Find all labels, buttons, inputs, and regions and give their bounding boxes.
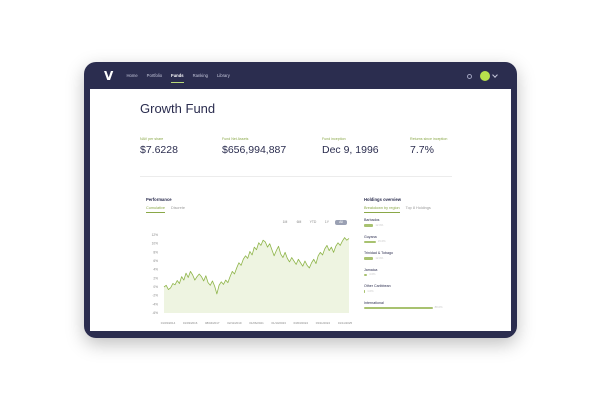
range-selector: 1M 6M YTD 1Y All — [277, 220, 347, 225]
x-tick-label: 03/03/2024 — [294, 321, 309, 325]
holding-bar — [364, 240, 376, 244]
y-tick-label: 2% — [153, 276, 158, 280]
holding-label: Trinidad & Tobago — [364, 251, 393, 255]
holding-bar — [364, 273, 368, 277]
holding-value: 15.0% — [377, 239, 386, 244]
stat-value: 7.7% — [410, 144, 434, 156]
range-all[interactable]: All — [335, 220, 347, 225]
tab-cumulative[interactable]: Cumulative — [146, 206, 165, 213]
holding-label: International — [364, 300, 384, 305]
holding-value: 12.0% — [375, 222, 384, 227]
nav-portfolio[interactable]: Portfolio — [146, 73, 163, 78]
holding-value: 4.0% — [369, 272, 376, 277]
nav-ranking[interactable]: Ranking — [192, 73, 208, 78]
holding-item: International 88.0% — [364, 301, 454, 318]
holding-value: 88.0% — [434, 305, 443, 310]
y-tick-label: 0% — [153, 285, 158, 289]
holding-bar-track: 88.0% — [364, 305, 454, 310]
holding-item: Guyana 15.0% — [364, 235, 454, 252]
x-tick-label: 03/11/2024 — [316, 321, 331, 325]
holding-bar — [364, 257, 374, 260]
holding-bar-track: 15.0% — [364, 239, 454, 244]
holding-bar — [364, 290, 366, 293]
holding-bar-track: 12.0% — [364, 255, 454, 261]
series-line — [163, 237, 350, 295]
holding-item: Trinidad & Tobago 12.0% — [364, 251, 454, 268]
x-tick-label: 02/11/2019 — [227, 321, 242, 325]
chevron-down-icon[interactable] — [492, 72, 498, 78]
x-tick-label: 01/03/2014 — [161, 321, 176, 325]
holding-value: 12.0% — [375, 255, 384, 260]
tab-top-8-holdings[interactable]: Top 8 Holdings — [405, 206, 431, 210]
holding-value: 1.0% — [367, 288, 374, 293]
y-tick-label: 10% — [152, 242, 159, 246]
y-tick-label: 4% — [153, 268, 158, 272]
range-1m[interactable]: 1M — [282, 220, 288, 224]
holding-item: Barbados 12.0% — [364, 218, 454, 235]
holding-bar-track: 4.0% — [364, 272, 454, 277]
nav-library[interactable]: Library — [216, 73, 230, 78]
area-fill — [164, 237, 349, 313]
stat-nav-per-share: NAV per share $7.6228 — [140, 137, 178, 156]
holding-label: Other Caribbean — [364, 284, 391, 288]
stat-returns-since-inception: Returns since inception 7.7% — [410, 137, 447, 156]
holding-bar — [364, 306, 433, 310]
holding-item: Other Caribbean 1.0% — [364, 284, 454, 301]
holding-item: Jamaica 4.0% — [364, 268, 454, 285]
stat-label: NAV per share — [140, 137, 164, 141]
range-ytd[interactable]: YTD — [309, 220, 317, 224]
x-tick-label: 01/03/2016 — [183, 321, 198, 325]
range-6m[interactable]: 6M — [296, 220, 302, 224]
avatar[interactable] — [480, 71, 490, 81]
device-frame: V Home Portfolio Funds Ranking Library G… — [84, 62, 517, 338]
page-content: Growth Fund NAV per share $7.6228 Fund N… — [90, 89, 511, 331]
y-tick-label: -4% — [152, 302, 158, 306]
stat-value: $7.6228 — [140, 144, 178, 156]
stat-fund-inception: Fund inception Dec 9, 1996 — [322, 137, 379, 156]
nav-funds[interactable]: Funds — [171, 62, 184, 89]
holding-bar-track: 1.0% — [364, 288, 454, 294]
tab-breakdown-by-region[interactable]: Breakdown by region — [364, 206, 400, 213]
y-tick-label: 12% — [152, 233, 159, 237]
y-tick-label: -2% — [152, 294, 158, 298]
search-icon[interactable] — [467, 73, 472, 79]
holding-bar-track: 12.0% — [364, 222, 454, 228]
brand-logo[interactable]: V — [104, 69, 114, 83]
holding-label: Jamaica — [364, 267, 378, 272]
holding-label: Barbados — [364, 218, 380, 222]
y-tick-label: 6% — [153, 259, 158, 263]
y-tick-label: 8% — [153, 250, 158, 254]
holdings-tabs: Breakdown by region Top 8 Holdings — [364, 206, 437, 213]
stat-label: Returns since inception — [410, 137, 448, 141]
nav-home[interactable]: Home — [126, 73, 138, 78]
stat-value: $656,994,887 — [222, 144, 287, 156]
holdings-list: Barbados 12.0% Guyana 15.0% Trinidad & Tobag… — [364, 218, 454, 317]
x-tick-label: 01/11/2025 — [338, 321, 353, 325]
section-divider — [140, 176, 452, 177]
range-1y[interactable]: 1Y — [324, 220, 330, 224]
holding-label: Guyana — [364, 234, 377, 239]
holding-bar — [364, 224, 374, 227]
main-nav: Home Portfolio Funds Ranking Library — [122, 62, 234, 89]
x-tick-label: 01/06/2021 — [249, 321, 264, 325]
page-title: Growth Fund — [140, 101, 216, 116]
performance-chart[interactable]: 12% 10% 8% 6% 4% 2% 0% -2% -4% -6% 01/03/2014 01/03… — [146, 229, 354, 331]
performance-title: Performance — [146, 197, 172, 202]
stat-fund-net-assets: Fund Net Assets $656,994,887 — [222, 137, 286, 156]
nav-actions — [467, 70, 498, 82]
x-tick-label: 08/04/2017 — [205, 321, 220, 325]
stat-label: Fund Net Assets — [222, 137, 249, 141]
holdings-title: Holdings overview — [364, 197, 401, 202]
tab-discrete[interactable]: Discrete — [171, 206, 185, 210]
top-navbar: V Home Portfolio Funds Ranking Library — [84, 62, 517, 89]
x-tick-label: 01/10/2023 — [271, 321, 286, 325]
stat-label: Fund inception — [322, 137, 346, 141]
performance-tabs: Cumulative Discrete — [146, 206, 191, 213]
stat-value: Dec 9, 1996 — [322, 144, 379, 156]
y-tick-label: -6% — [152, 311, 158, 315]
